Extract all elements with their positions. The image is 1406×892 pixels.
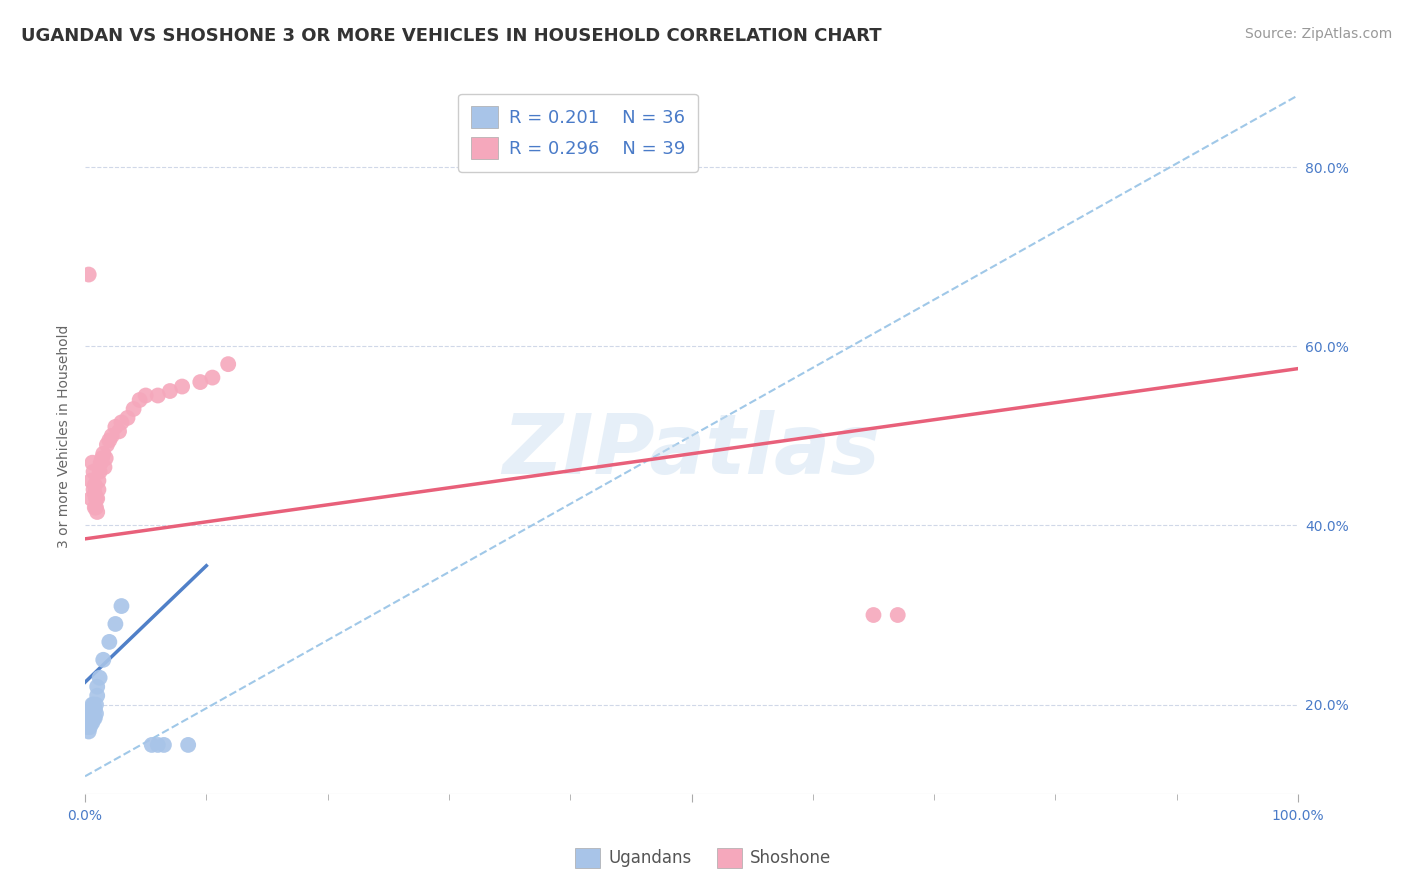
Point	[100, 429, 122, 443]
Point	[83, 711, 105, 725]
Point	[128, 392, 150, 407]
Point	[117, 411, 139, 425]
Point	[82, 711, 104, 725]
Point	[80, 711, 103, 725]
Point	[91, 447, 114, 461]
Legend: Ugandans, Shoshone: Ugandans, Shoshone	[568, 841, 838, 875]
Point	[86, 505, 108, 519]
Point	[89, 671, 111, 685]
Point	[83, 500, 105, 515]
Point	[79, 720, 101, 734]
Text: Source: ZipAtlas.com: Source: ZipAtlas.com	[1244, 27, 1392, 41]
Point	[82, 698, 104, 712]
Point	[77, 724, 100, 739]
Point	[82, 702, 104, 716]
Point	[108, 425, 131, 439]
Point	[146, 388, 169, 402]
Point	[141, 738, 163, 752]
Point	[79, 711, 101, 725]
Point	[159, 384, 181, 398]
Point	[94, 451, 117, 466]
Point	[122, 401, 145, 416]
Point	[80, 474, 103, 488]
Point	[217, 357, 239, 371]
Point	[83, 702, 105, 716]
Point	[77, 711, 100, 725]
Point	[172, 379, 194, 393]
Point	[87, 474, 110, 488]
Point	[862, 607, 884, 622]
Y-axis label: 3 or more Vehicles in Household: 3 or more Vehicles in Household	[58, 324, 72, 548]
Point	[110, 599, 132, 613]
Point	[79, 715, 101, 730]
Point	[91, 653, 114, 667]
Point	[76, 720, 98, 734]
Point	[98, 635, 121, 649]
Point	[84, 706, 107, 721]
Point	[91, 451, 114, 466]
Point	[80, 715, 103, 730]
Point	[83, 702, 105, 716]
Point	[104, 420, 127, 434]
Point	[83, 478, 105, 492]
Point	[79, 706, 101, 721]
Point	[86, 689, 108, 703]
Text: ZIPatlas: ZIPatlas	[502, 409, 880, 491]
Point	[90, 456, 112, 470]
Point	[86, 680, 108, 694]
Point	[89, 465, 111, 479]
Point	[110, 416, 132, 430]
Point	[84, 500, 107, 515]
Point	[80, 702, 103, 716]
Point	[177, 738, 200, 752]
Point	[82, 715, 104, 730]
Point	[80, 706, 103, 721]
Point	[82, 456, 104, 470]
Point	[83, 487, 105, 501]
Point	[188, 375, 211, 389]
Point	[84, 698, 107, 712]
Legend: R = 0.201    N = 36, R = 0.296    N = 39: R = 0.201 N = 36, R = 0.296 N = 39	[458, 94, 697, 172]
Point	[80, 491, 103, 506]
Text: UGANDAN VS SHOSHONE 3 OR MORE VEHICLES IN HOUSEHOLD CORRELATION CHART: UGANDAN VS SHOSHONE 3 OR MORE VEHICLES I…	[21, 27, 882, 45]
Point	[83, 483, 105, 497]
Point	[76, 715, 98, 730]
Point	[86, 491, 108, 506]
Point	[84, 491, 107, 506]
Point	[83, 711, 105, 725]
Point	[135, 388, 157, 402]
Point	[153, 738, 176, 752]
Point	[146, 738, 169, 752]
Point	[83, 465, 105, 479]
Point	[83, 711, 105, 725]
Point	[83, 698, 105, 712]
Point	[98, 434, 121, 448]
Point	[201, 370, 224, 384]
Point	[96, 438, 118, 452]
Point	[87, 483, 110, 497]
Point	[77, 268, 100, 282]
Point	[104, 617, 127, 632]
Point	[77, 720, 100, 734]
Point	[887, 607, 910, 622]
Point	[93, 460, 115, 475]
